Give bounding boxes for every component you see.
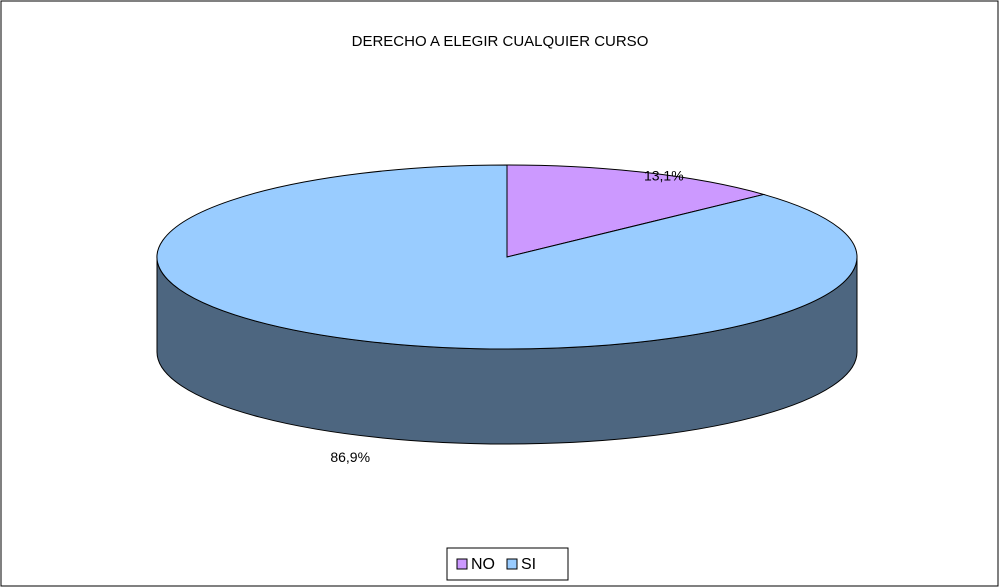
- data-label: 86,9%: [330, 449, 370, 465]
- chart-title: DERECHO A ELEGIR CUALQUIER CURSO: [352, 33, 649, 50]
- pie-slice: [506, 164, 766, 258]
- legend-swatch: [506, 558, 518, 570]
- pie-slice: [156, 164, 858, 350]
- legend-label: NO: [471, 556, 495, 573]
- legend-swatch: [456, 558, 468, 570]
- legend-label: SI: [521, 556, 536, 573]
- data-label: 13,1%: [644, 167, 684, 183]
